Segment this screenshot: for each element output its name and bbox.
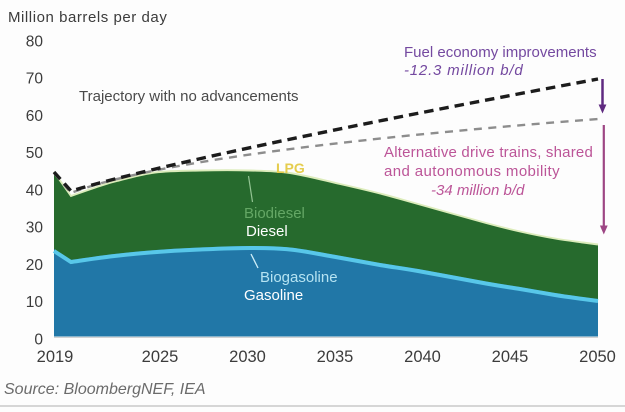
svg-text:10: 10 bbox=[26, 294, 44, 311]
svg-text:2019: 2019 bbox=[37, 348, 74, 366]
svg-text:2050: 2050 bbox=[579, 348, 616, 366]
svg-text:Gasoline: Gasoline bbox=[244, 287, 303, 304]
svg-text:Trajectory with no advancement: Trajectory with no advancements bbox=[79, 88, 299, 105]
svg-text:Biogasoline: Biogasoline bbox=[260, 269, 338, 286]
svg-text:-12.3 million b/d: -12.3 million b/d bbox=[404, 62, 524, 79]
svg-text:LPG: LPG bbox=[276, 160, 305, 176]
svg-text:Fuel economy improvements: Fuel economy improvements bbox=[404, 44, 597, 61]
svg-text:Alternative drive trains, shar: Alternative drive trains, shared bbox=[384, 144, 593, 161]
svg-text:70: 70 bbox=[26, 71, 44, 88]
svg-text:0: 0 bbox=[34, 331, 43, 348]
svg-text:50: 50 bbox=[26, 145, 44, 162]
svg-text:80: 80 bbox=[26, 33, 44, 50]
svg-text:60: 60 bbox=[26, 108, 44, 125]
svg-text:Source: BloombergNEF, IEA: Source: BloombergNEF, IEA bbox=[4, 381, 206, 398]
svg-text:2030: 2030 bbox=[229, 348, 266, 366]
svg-text:Biodiesel: Biodiesel bbox=[244, 205, 305, 222]
svg-text:Diesel: Diesel bbox=[246, 223, 288, 240]
svg-text:30: 30 bbox=[26, 220, 44, 237]
svg-text:2035: 2035 bbox=[317, 348, 354, 366]
svg-text:2025: 2025 bbox=[142, 348, 179, 366]
svg-text:-34 million b/d: -34 million b/d bbox=[431, 182, 525, 199]
svg-text:Million barrels per day: Million barrels per day bbox=[8, 9, 167, 26]
svg-text:40: 40 bbox=[26, 182, 44, 199]
svg-text:20: 20 bbox=[26, 257, 44, 274]
svg-text:2045: 2045 bbox=[492, 348, 529, 366]
svg-text:and autonomous mobility: and autonomous mobility bbox=[384, 163, 560, 180]
svg-text:2040: 2040 bbox=[404, 348, 441, 366]
